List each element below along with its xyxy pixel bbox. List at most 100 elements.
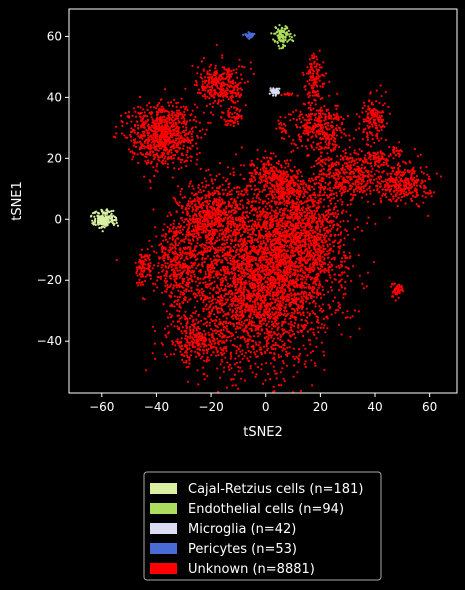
data-point xyxy=(241,204,244,207)
data-point xyxy=(275,222,278,225)
data-point xyxy=(244,242,247,245)
data-point xyxy=(267,197,270,200)
data-point xyxy=(276,308,279,311)
data-point xyxy=(308,239,311,242)
data-point xyxy=(290,245,293,248)
data-point xyxy=(317,286,320,289)
data-point xyxy=(291,265,294,268)
data-point xyxy=(335,309,338,312)
data-point xyxy=(325,234,328,238)
data-point xyxy=(219,213,222,216)
data-point xyxy=(246,296,250,299)
data-point xyxy=(203,222,206,225)
data-point xyxy=(269,265,272,268)
data-point xyxy=(266,342,269,345)
data-point xyxy=(293,217,297,220)
data-point xyxy=(254,375,257,378)
data-point xyxy=(234,288,237,291)
data-point xyxy=(250,307,253,310)
data-point xyxy=(252,207,255,210)
data-point xyxy=(267,314,270,317)
data-point xyxy=(310,234,313,237)
data-point xyxy=(312,200,315,204)
data-point xyxy=(198,228,201,231)
data-point xyxy=(329,224,332,227)
data-point xyxy=(257,221,260,224)
data-point xyxy=(239,285,242,288)
data-point xyxy=(222,225,225,228)
data-point xyxy=(248,269,251,272)
data-point xyxy=(286,214,289,217)
data-point xyxy=(293,243,296,246)
data-point xyxy=(328,252,331,255)
data-point xyxy=(265,261,268,264)
data-point xyxy=(297,331,300,334)
data-point xyxy=(273,285,276,289)
data-point xyxy=(271,334,274,337)
data-point xyxy=(330,313,333,316)
data-point xyxy=(344,256,347,259)
data-point xyxy=(205,201,209,204)
data-point xyxy=(342,219,345,223)
data-point xyxy=(211,230,214,233)
data-point xyxy=(319,271,322,274)
data-point xyxy=(257,271,260,274)
data-point xyxy=(272,344,275,347)
data-point xyxy=(346,274,349,278)
data-point xyxy=(201,201,204,204)
data-point xyxy=(307,179,310,182)
data-point xyxy=(204,283,208,286)
data-point xyxy=(236,300,239,303)
data-point xyxy=(234,236,237,239)
data-point xyxy=(280,280,283,283)
data-point xyxy=(245,245,249,248)
data-point xyxy=(254,209,257,212)
data-point xyxy=(246,211,249,214)
data-point xyxy=(248,265,251,268)
data-point xyxy=(330,202,333,205)
data-point xyxy=(268,286,271,289)
data-point xyxy=(293,165,296,169)
data-point xyxy=(278,217,282,221)
data-point xyxy=(255,245,258,248)
data-point xyxy=(185,359,188,362)
data-point xyxy=(249,297,253,300)
data-point xyxy=(225,349,228,353)
data-point xyxy=(303,240,307,243)
data-point xyxy=(250,282,254,286)
data-point xyxy=(291,314,294,317)
data-point xyxy=(235,331,238,334)
data-point xyxy=(233,187,236,190)
data-point xyxy=(219,273,223,276)
data-point xyxy=(280,207,283,210)
data-point xyxy=(322,258,326,261)
data-point xyxy=(292,364,296,367)
data-point xyxy=(242,275,246,278)
data-point xyxy=(258,248,261,251)
data-point xyxy=(227,311,230,314)
data-point xyxy=(198,212,201,215)
data-point xyxy=(321,255,324,258)
data-point xyxy=(249,309,252,312)
data-point xyxy=(313,188,316,191)
data-point xyxy=(181,219,184,222)
data-point xyxy=(326,220,329,223)
data-point xyxy=(115,259,118,262)
data-point xyxy=(322,263,325,266)
data-point xyxy=(163,327,166,330)
data-point xyxy=(251,233,254,236)
data-point xyxy=(367,216,370,219)
data-point xyxy=(343,287,346,290)
data-point xyxy=(241,214,244,217)
data-point xyxy=(225,227,228,230)
data-point xyxy=(274,343,277,346)
data-point xyxy=(232,231,235,234)
data-point xyxy=(286,209,289,212)
data-point xyxy=(200,252,203,256)
data-point xyxy=(215,315,218,318)
data-point xyxy=(207,194,210,197)
data-point xyxy=(193,200,197,203)
data-point xyxy=(246,193,249,196)
data-point xyxy=(254,249,257,252)
data-point xyxy=(264,304,267,307)
